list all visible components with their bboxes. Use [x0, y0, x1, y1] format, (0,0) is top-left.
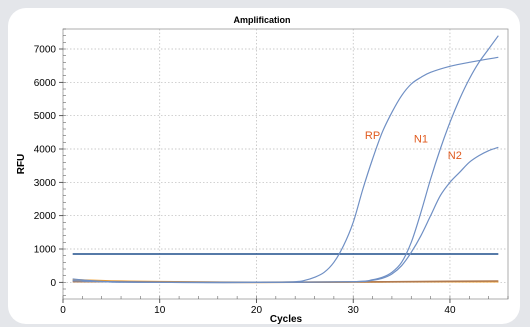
y-tick-label: 1000 — [34, 245, 57, 256]
annotation-layer: RP N1 N2 — [365, 130, 462, 162]
y-tick-label: 3000 — [34, 178, 57, 189]
y-tick-label: 7000 — [34, 45, 57, 56]
annotation-n1: N1 — [414, 133, 428, 145]
y-axis-label: RFU — [16, 154, 27, 175]
y-tick-label: 6000 — [34, 78, 57, 89]
x-tick-label: 40 — [444, 305, 456, 316]
y-tick-label: 5000 — [34, 111, 57, 122]
x-tick-label: 30 — [348, 305, 360, 316]
x-tick-label: 0 — [60, 305, 66, 316]
series-layer — [72, 35, 499, 284]
y-tick-label: 4000 — [34, 145, 57, 156]
x-axis-label: Cycles — [270, 314, 303, 324]
axis-ticks: 0 10 20 30 40 0 1000 2000 3000 4000 5000 6000 7000 — [34, 28, 509, 316]
chart-panel: Amplification 0 10 20 30 40 0 1000 2000 3000 4000… — [8, 8, 520, 324]
annotation-n2: N2 — [448, 150, 462, 162]
series-line-n2 — [72, 146, 499, 283]
annotation-rp: RP — [365, 130, 380, 142]
plot-area — [62, 28, 509, 300]
chart-title: Amplification — [233, 15, 290, 25]
x-tick-label: 10 — [154, 305, 166, 316]
y-tick-label: 0 — [50, 278, 56, 289]
y-tick-label: 2000 — [34, 211, 57, 222]
series-line-n1 — [72, 35, 499, 283]
grid-lines — [62, 29, 508, 299]
x-tick-label: 20 — [251, 305, 263, 316]
amplification-chart: Amplification 0 10 20 30 40 0 1000 2000 3000 4000… — [16, 15, 509, 324]
